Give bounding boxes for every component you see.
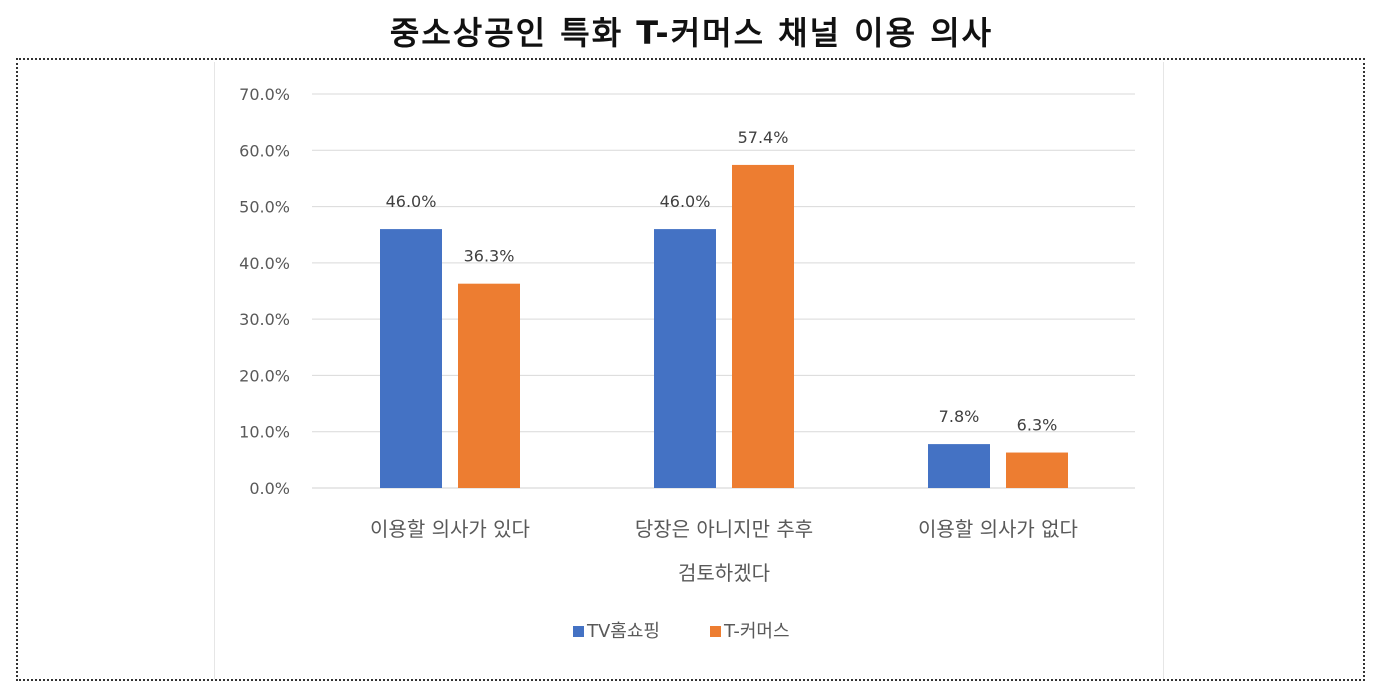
chart-frame <box>16 58 1365 681</box>
chart-title: 중소상공인 특화 T-커머스 채널 이용 의사 <box>389 14 994 52</box>
bar-t-commerce <box>1006 452 1068 488</box>
y-tick-label: 60.0% <box>239 141 290 160</box>
y-tick-label: 50.0% <box>239 198 290 217</box>
bar-t-commerce <box>732 164 794 489</box>
y-tick-label: 40.0% <box>239 254 290 273</box>
x-category-label: 검토하겠다 <box>678 561 770 585</box>
data-label: 46.0% <box>660 192 711 211</box>
data-label: 46.0% <box>386 192 437 211</box>
data-label: 57.4% <box>738 128 789 147</box>
bar-t-commerce <box>458 283 520 488</box>
legend-label: TV홈쇼핑 <box>586 621 660 642</box>
bar-tv-homeshopping <box>654 229 716 489</box>
data-label: 7.8% <box>939 407 980 426</box>
x-category-label: 당장은 아니지만 추후 <box>635 517 813 541</box>
y-tick-label: 70.0% <box>239 85 290 104</box>
y-tick-label: 10.0% <box>239 423 290 442</box>
y-tick-label: 30.0% <box>239 310 290 329</box>
data-label: 6.3% <box>1017 416 1058 435</box>
bar-tv-homeshopping <box>380 229 442 489</box>
plot-area-panel <box>214 62 1164 679</box>
legend-label: T-커머스 <box>723 621 790 642</box>
x-category-label: 이용할 의사가 없다 <box>918 517 1078 541</box>
legend-swatch <box>573 626 584 637</box>
y-tick-label: 0.0% <box>249 479 290 498</box>
bar-tv-homeshopping <box>928 444 990 488</box>
legend-swatch <box>710 626 721 637</box>
y-tick-label: 20.0% <box>239 366 290 385</box>
x-category-label: 이용할 의사가 있다 <box>370 517 530 541</box>
data-label: 36.3% <box>464 247 515 266</box>
